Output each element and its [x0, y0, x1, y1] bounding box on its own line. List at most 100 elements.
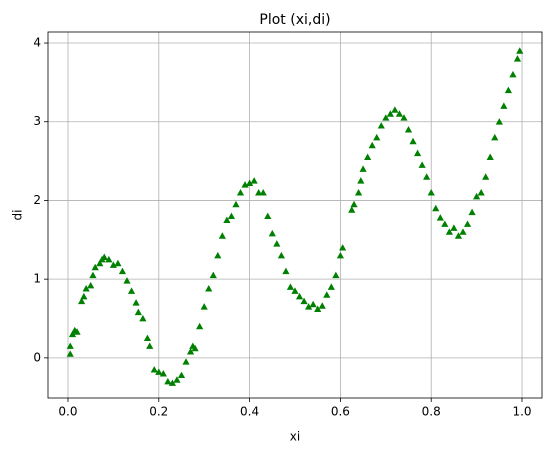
data-point	[350, 200, 358, 208]
x-axis-label: xi	[290, 430, 300, 444]
y-tick-label: 1	[33, 272, 41, 286]
data-point	[509, 70, 517, 78]
data-point	[73, 328, 81, 335]
data-point	[259, 188, 267, 196]
y-tick-label: 4	[33, 36, 41, 50]
data-point	[418, 161, 426, 168]
data-point	[432, 204, 440, 212]
chart-title: Plot (xi,di)	[259, 12, 330, 28]
data-point	[236, 188, 245, 196]
data-point	[255, 188, 263, 196]
data-point	[300, 297, 308, 305]
data-point	[168, 379, 177, 386]
data-point	[232, 200, 240, 208]
data-point	[127, 287, 136, 294]
x-tick-label: 0.2	[149, 405, 168, 419]
data-point	[445, 228, 453, 235]
data-point	[327, 283, 335, 290]
data-point	[305, 303, 313, 310]
data-point	[348, 206, 356, 213]
data-point	[277, 251, 285, 259]
data-point	[164, 377, 172, 385]
data-point	[96, 259, 104, 267]
data-point	[105, 255, 113, 263]
data-point	[404, 126, 413, 133]
data-point	[89, 271, 97, 279]
data-point	[245, 179, 254, 187]
data-point	[400, 114, 408, 121]
data-point	[332, 271, 340, 279]
data-point	[186, 347, 195, 355]
data-point	[118, 267, 127, 275]
data-point	[114, 259, 122, 267]
data-point	[318, 302, 326, 309]
data-point	[268, 229, 276, 237]
data-point	[454, 232, 463, 239]
data-point	[191, 344, 199, 352]
data-point	[513, 55, 522, 62]
data-point	[516, 47, 524, 54]
data-point	[473, 192, 481, 200]
data-point	[196, 322, 204, 330]
data-point	[463, 220, 472, 227]
data-point	[336, 251, 345, 259]
data-point	[504, 86, 513, 94]
x-tick-label: 1.0	[512, 405, 531, 419]
data-point	[373, 133, 381, 141]
data-point	[450, 224, 458, 231]
x-tick-label: 0.6	[331, 405, 350, 419]
data-point	[123, 277, 131, 284]
data-point	[468, 208, 476, 216]
data-point	[314, 305, 322, 312]
data-point	[482, 173, 490, 180]
data-point	[200, 303, 208, 310]
data-point	[209, 271, 217, 279]
data-point	[282, 267, 290, 275]
data-point	[250, 177, 258, 184]
data-point	[227, 212, 236, 220]
data-point	[159, 370, 167, 377]
data-point	[91, 263, 99, 271]
data-point	[459, 228, 467, 235]
x-tick-label: 0.8	[422, 405, 441, 419]
data-point	[66, 350, 74, 357]
data-point	[291, 287, 299, 294]
data-point	[491, 133, 499, 141]
data-point	[150, 366, 158, 373]
data-point	[382, 114, 390, 121]
plot-frame	[47, 31, 543, 399]
data-point	[339, 244, 347, 251]
data-point	[427, 188, 435, 196]
data-point	[87, 281, 95, 289]
y-tick-label: 0	[33, 350, 41, 364]
data-point	[132, 299, 140, 306]
data-point	[354, 188, 363, 196]
data-point	[146, 342, 154, 349]
data-point	[441, 220, 449, 227]
data-point	[423, 173, 431, 180]
data-point	[286, 283, 295, 290]
data-point	[413, 149, 422, 157]
data-point	[223, 216, 231, 223]
y-tick-label: 3	[33, 114, 41, 128]
data-point	[77, 297, 86, 305]
y-axis-label: di	[11, 210, 25, 221]
data-point	[177, 371, 186, 379]
data-point	[182, 358, 190, 365]
x-tick-label: 0.4	[240, 405, 259, 419]
data-point	[295, 292, 304, 300]
data-point	[66, 342, 74, 349]
data-point	[100, 253, 108, 260]
data-point	[134, 308, 142, 316]
data-point	[173, 376, 181, 383]
data-point	[143, 334, 152, 342]
data-point	[409, 137, 417, 145]
data-point	[500, 102, 508, 109]
data-point	[264, 212, 272, 220]
data-point	[391, 106, 399, 113]
data-point	[214, 251, 222, 259]
data-point	[486, 153, 494, 161]
data-point	[377, 122, 385, 129]
data-point	[395, 110, 404, 117]
